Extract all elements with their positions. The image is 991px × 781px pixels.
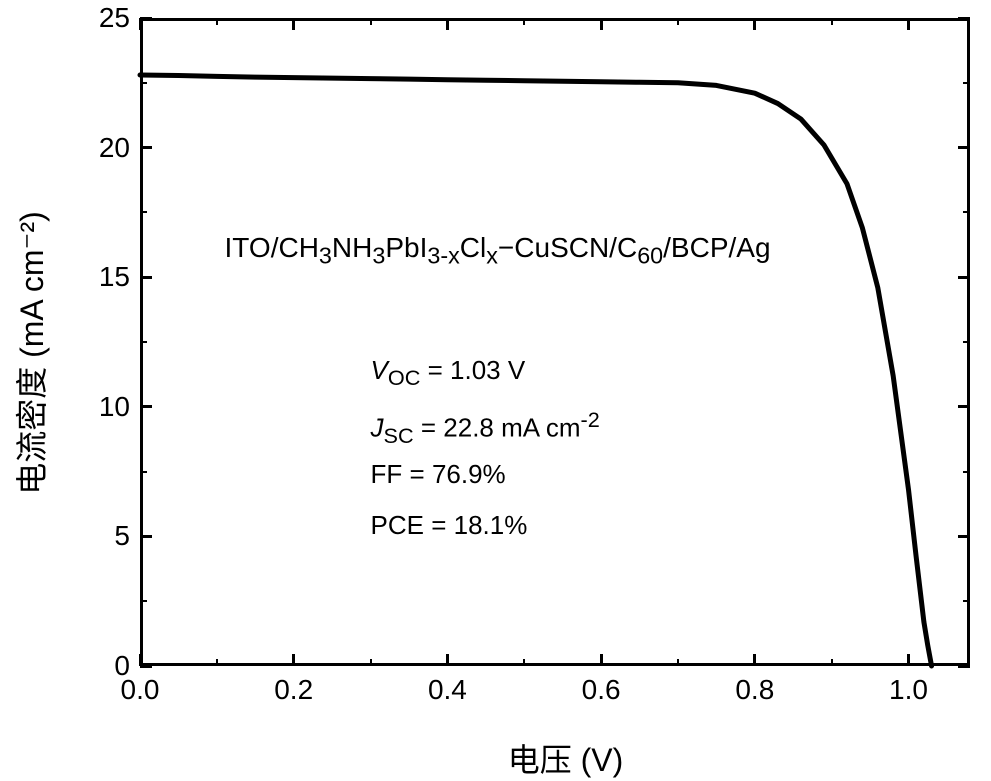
x-major-tick <box>446 654 449 666</box>
x-major-tick <box>292 654 295 666</box>
y-tick-label: 15 <box>90 261 130 293</box>
y-minor-tick <box>140 600 147 602</box>
x-major-tick <box>753 654 756 666</box>
y-major-tick-right <box>958 665 970 668</box>
y-major-tick-right <box>958 146 970 149</box>
y-minor-tick-right <box>963 341 970 343</box>
y-minor-tick-right <box>963 211 970 213</box>
y-minor-tick <box>140 82 147 84</box>
annotation-ff: FF = 76.9% <box>371 459 506 490</box>
y-minor-tick-right <box>963 600 970 602</box>
x-major-tick-top <box>292 18 295 30</box>
x-tick-label: 0.4 <box>428 674 467 706</box>
y-major-tick-right <box>958 276 970 279</box>
y-minor-tick <box>140 341 147 343</box>
x-tick-label: 0.8 <box>735 674 774 706</box>
y-major-tick-right <box>958 535 970 538</box>
y-tick-label: 5 <box>90 520 130 552</box>
y-major-tick <box>140 665 152 668</box>
y-major-tick <box>140 17 152 20</box>
y-major-tick-right <box>958 17 970 20</box>
x-minor-tick <box>523 659 525 666</box>
x-minor-tick-top <box>831 18 833 25</box>
x-major-tick-top <box>600 18 603 30</box>
annotation-jsc: JSC = 22.8 mA cm-2 <box>371 407 600 449</box>
x-minor-tick <box>831 659 833 666</box>
x-minor-tick-top <box>523 18 525 25</box>
y-tick-label: 20 <box>90 132 130 164</box>
jv-curve-path <box>140 75 932 666</box>
y-major-tick <box>140 405 152 408</box>
x-major-tick-top <box>446 18 449 30</box>
y-minor-tick <box>140 211 147 213</box>
x-minor-tick-top <box>216 18 218 25</box>
x-minor-tick <box>216 659 218 666</box>
x-minor-tick <box>677 659 679 666</box>
y-tick-label: 25 <box>90 2 130 34</box>
y-tick-label: 0 <box>90 650 130 682</box>
x-major-tick <box>907 654 910 666</box>
x-major-tick-top <box>139 18 142 30</box>
y-minor-tick-right <box>963 82 970 84</box>
y-major-tick <box>140 535 152 538</box>
jv-chart: 电流密度 (mA cm⁻²) 电压 (V) 0.00.20.40.60.81.0… <box>0 0 991 781</box>
x-minor-tick-top <box>677 18 679 25</box>
y-major-tick <box>140 276 152 279</box>
annotation-device: ITO/CH3NH3PbI3-xClx−CuSCN/C60/BCP/Ag <box>225 232 771 270</box>
y-tick-label: 10 <box>90 391 130 423</box>
x-minor-tick-top <box>370 18 372 25</box>
y-minor-tick <box>140 471 147 473</box>
x-major-tick <box>600 654 603 666</box>
annotation-pce: PCE = 18.1% <box>371 510 528 541</box>
x-major-tick-top <box>907 18 910 30</box>
x-major-tick-top <box>753 18 756 30</box>
x-tick-label: 1.0 <box>889 674 928 706</box>
y-major-tick-right <box>958 405 970 408</box>
x-tick-label: 0.2 <box>274 674 313 706</box>
y-minor-tick-right <box>963 471 970 473</box>
y-major-tick <box>140 146 152 149</box>
x-tick-label: 0.6 <box>582 674 621 706</box>
x-minor-tick <box>370 659 372 666</box>
annotation-voc: VOC = 1.03 V <box>371 355 526 391</box>
